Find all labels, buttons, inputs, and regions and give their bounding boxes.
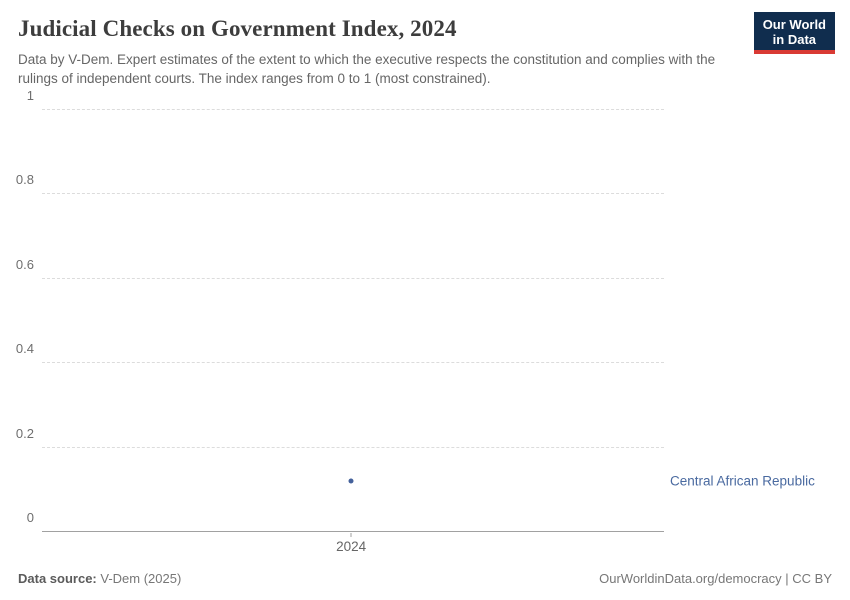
gridline [42, 109, 664, 110]
page-title: Judicial Checks on Government Index, 202… [18, 16, 457, 41]
gridline [42, 446, 664, 448]
plot-area: 0 0.2 0.4 0.6 0.8 1 2024 Central African Republ… [16, 89, 815, 555]
x-tick-mark [350, 533, 352, 537]
footer-license-link[interactable]: OurWorldinData.org/democracy | CC BY [599, 571, 832, 586]
y-tick-label: 1 [26, 88, 34, 103]
gridline [42, 193, 664, 195]
owid-logo-line2: in Data [772, 32, 817, 47]
entity-label[interactable]: Central African Republic [670, 473, 815, 489]
y-tick-label: 0 [26, 510, 34, 525]
chart-header: Judicial Checks on Government Index, 202… [18, 12, 835, 88]
data-source-value: V-Dem (2025) [96, 571, 182, 586]
gridline [42, 362, 664, 364]
data-point[interactable] [348, 478, 354, 484]
y-tick-label: 0.8 [15, 172, 34, 188]
y-tick-label: 0.4 [15, 341, 34, 357]
gridline [42, 277, 664, 279]
chart-subtitle: Data by V-Dem. Expert estimates of the e… [18, 52, 716, 86]
owid-logo-line1: Our World [762, 17, 826, 32]
y-tick-label: 0.6 [15, 256, 34, 272]
data-source-note: Data source: V-Dem (2025) [18, 571, 181, 586]
x-axis-line [42, 531, 664, 532]
data-source-label: Data source: [18, 571, 97, 586]
x-tick-label: 2024 [336, 539, 367, 554]
y-tick-label: 0.2 [15, 425, 34, 441]
owid-logo[interactable]: Our World in Data [753, 12, 835, 54]
chart-footer: Data source: V-Dem (2025) OurWorldinData… [18, 571, 832, 586]
